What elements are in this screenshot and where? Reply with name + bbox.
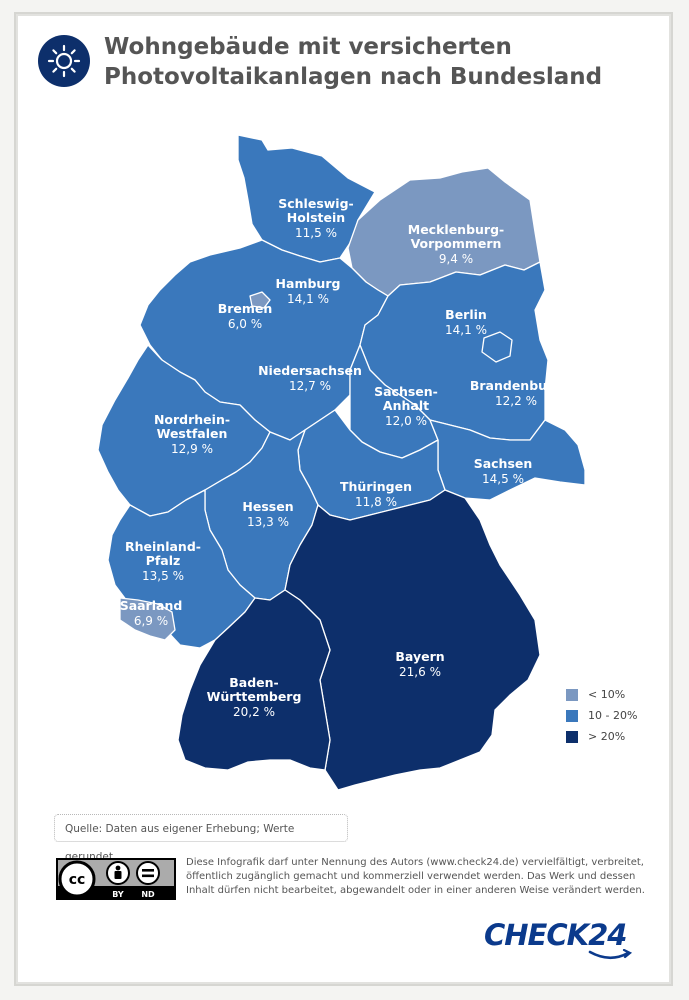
- region-bremen: [249, 291, 271, 309]
- legend-label: < 10%: [588, 688, 626, 701]
- license-text: Diese Infografik darf unter Nennung des …: [186, 857, 645, 896]
- check24-logo[interactable]: CHECK24: [484, 918, 627, 952]
- region-value: 12,2 %: [495, 394, 537, 408]
- region-name: Holstein: [287, 210, 345, 225]
- region-name: Thüringen: [340, 479, 412, 494]
- region-name: Vorpommern: [411, 236, 502, 251]
- region-value: 13,3 %: [247, 515, 289, 529]
- region-name: Niedersachsen: [258, 363, 362, 378]
- region-value: 12,0 %: [385, 414, 427, 428]
- region-name: Anhalt: [383, 398, 429, 413]
- sun-icon: [38, 35, 90, 87]
- legend-label: > 20%: [588, 730, 626, 743]
- region-baden-wuerttemberg: [177, 589, 331, 771]
- page-title: Wohngebäude mit versicherten Photovoltai…: [104, 32, 624, 92]
- title-line-1: Wohngebäude mit versicherten: [104, 34, 512, 60]
- legend-item-mid: 10 - 20%: [566, 705, 637, 726]
- region-name: Hamburg: [276, 276, 341, 291]
- region-value: 14,1 %: [445, 323, 487, 337]
- legend-swatch-mid: [566, 709, 578, 722]
- region-value: 14,5 %: [482, 472, 524, 486]
- region-name: Berlin: [445, 307, 487, 322]
- region-name: Hessen: [242, 499, 293, 514]
- region-value: 6,0 %: [228, 317, 262, 331]
- title-line-2: Photovoltaikanlagen nach Bundesland: [104, 64, 603, 90]
- cc-text: cc: [69, 872, 86, 888]
- region-value: 6,9 %: [134, 614, 168, 628]
- region-name: Saarland: [120, 598, 183, 613]
- region-name: Schleswig-: [278, 196, 353, 211]
- region-name: Württemberg: [207, 689, 302, 704]
- region-value: 11,8 %: [355, 495, 397, 509]
- region-name: Bayern: [395, 649, 444, 664]
- cc-icon: [58, 860, 96, 898]
- cc-license-badge[interactable]: cc BY ND: [56, 858, 176, 900]
- legend-item-high: > 20%: [566, 726, 637, 747]
- region-value: 20,2 %: [233, 705, 275, 719]
- region-berlin: [481, 331, 513, 363]
- region-name: Nordrhein-: [154, 412, 230, 427]
- region-name: Pfalz: [146, 553, 181, 568]
- region-value: 12,7 %: [289, 379, 331, 393]
- region-name: Brandenburg: [470, 378, 562, 393]
- nd-text: ND: [141, 890, 155, 899]
- region-name: Rheinland-: [125, 539, 201, 554]
- region-value: 14,1 %: [287, 292, 329, 306]
- source-note: Quelle: Daten aus eigener Erhebung; Wert…: [54, 814, 348, 863]
- region-name: Mecklenburg-: [408, 222, 504, 237]
- legend: < 10% 10 - 20% > 20%: [566, 684, 637, 747]
- region-name: Westfalen: [157, 426, 228, 441]
- logo-smile-icon: [588, 949, 633, 960]
- region-saarland: [119, 597, 176, 641]
- region-value: 12,9 %: [171, 442, 213, 456]
- legend-swatch-low: [566, 688, 578, 701]
- region-value: 21,6 %: [399, 665, 441, 679]
- region-name: Sachsen: [474, 456, 533, 471]
- nd-equals-icon: [136, 861, 160, 885]
- region-name: Bremen: [218, 301, 273, 316]
- region-value: 11,5 %: [295, 226, 337, 240]
- region-name: Baden-: [229, 675, 278, 690]
- region-name: Sachsen-: [374, 384, 438, 399]
- legend-item-low: < 10%: [566, 684, 637, 705]
- by-text: BY: [112, 890, 124, 899]
- legend-swatch-high: [566, 730, 578, 743]
- region-value: 13,5 %: [142, 569, 184, 583]
- region-value: 9,4 %: [439, 252, 473, 266]
- legend-label: 10 - 20%: [588, 709, 638, 722]
